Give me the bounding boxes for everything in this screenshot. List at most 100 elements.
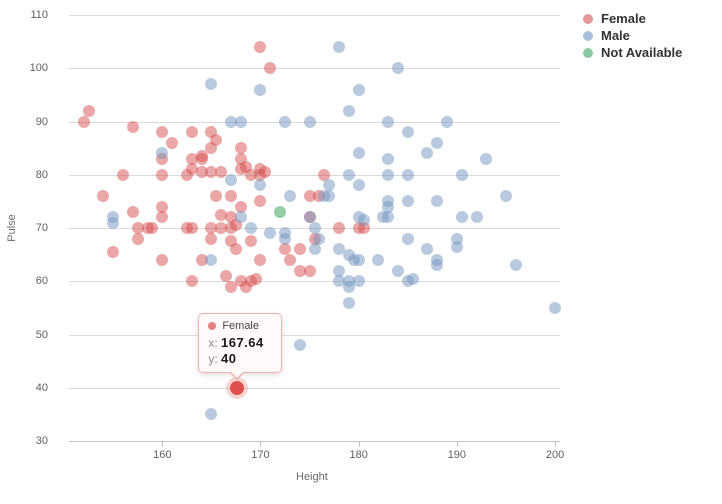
data-point[interactable] bbox=[185, 152, 198, 165]
data-point[interactable] bbox=[391, 62, 404, 75]
data-point[interactable] bbox=[97, 190, 110, 203]
data-point[interactable] bbox=[401, 232, 414, 245]
data-point[interactable] bbox=[215, 208, 228, 221]
data-point[interactable] bbox=[342, 296, 355, 309]
data-point[interactable] bbox=[382, 200, 395, 213]
data-point[interactable] bbox=[431, 259, 444, 272]
data-point[interactable] bbox=[480, 152, 493, 165]
data-point[interactable] bbox=[234, 115, 247, 128]
legend-item-female[interactable]: Female bbox=[583, 12, 682, 26]
data-point[interactable] bbox=[156, 168, 169, 181]
data-point[interactable] bbox=[107, 216, 120, 229]
data-point[interactable] bbox=[333, 40, 346, 53]
data-point[interactable] bbox=[318, 168, 331, 181]
data-point[interactable] bbox=[156, 211, 169, 224]
data-point[interactable] bbox=[352, 179, 365, 192]
data-point[interactable] bbox=[406, 272, 419, 285]
data-point[interactable] bbox=[264, 227, 277, 240]
data-point[interactable] bbox=[421, 147, 434, 160]
data-point[interactable] bbox=[303, 264, 316, 277]
data-point[interactable] bbox=[377, 211, 390, 224]
data-point[interactable] bbox=[303, 115, 316, 128]
data-point[interactable] bbox=[156, 147, 169, 160]
data-point[interactable] bbox=[279, 232, 292, 245]
data-point[interactable] bbox=[215, 166, 228, 179]
data-point[interactable] bbox=[283, 253, 296, 266]
data-point[interactable] bbox=[244, 222, 257, 234]
data-point[interactable] bbox=[352, 83, 365, 96]
data-point[interactable] bbox=[455, 211, 468, 224]
legend-item-not-available[interactable]: Not Available bbox=[583, 46, 682, 60]
data-point[interactable] bbox=[156, 200, 169, 213]
data-point[interactable] bbox=[220, 269, 233, 282]
data-point[interactable] bbox=[372, 253, 385, 266]
data-point[interactable] bbox=[244, 168, 257, 181]
data-point[interactable] bbox=[234, 200, 247, 213]
data-point[interactable] bbox=[215, 222, 228, 234]
data-point[interactable] bbox=[244, 235, 257, 248]
data-point[interactable] bbox=[342, 104, 355, 117]
data-point[interactable] bbox=[107, 245, 120, 258]
data-point[interactable] bbox=[308, 243, 321, 256]
data-point[interactable] bbox=[274, 206, 287, 219]
data-point[interactable] bbox=[205, 232, 218, 245]
data-point[interactable] bbox=[401, 126, 414, 139]
data-point[interactable] bbox=[225, 280, 238, 293]
data-point[interactable] bbox=[249, 272, 262, 285]
data-point[interactable] bbox=[323, 179, 336, 192]
data-point[interactable] bbox=[195, 166, 208, 179]
data-point[interactable] bbox=[283, 190, 296, 203]
data-point[interactable] bbox=[225, 190, 238, 203]
data-point[interactable] bbox=[156, 126, 169, 139]
data-point[interactable] bbox=[455, 168, 468, 181]
data-point[interactable] bbox=[431, 136, 444, 149]
data-point[interactable] bbox=[117, 168, 129, 181]
data-point[interactable] bbox=[391, 264, 404, 277]
data-point[interactable] bbox=[254, 40, 267, 53]
data-point[interactable] bbox=[146, 222, 159, 234]
highlighted-point[interactable] bbox=[230, 380, 245, 395]
data-point[interactable] bbox=[254, 179, 267, 192]
data-point[interactable] bbox=[293, 243, 306, 256]
data-point[interactable] bbox=[205, 408, 218, 421]
data-point[interactable] bbox=[229, 243, 242, 256]
data-point[interactable] bbox=[401, 168, 414, 181]
legend-item-male[interactable]: Male bbox=[583, 29, 682, 43]
data-point[interactable] bbox=[156, 253, 169, 266]
data-point[interactable] bbox=[303, 190, 316, 203]
data-point[interactable] bbox=[499, 190, 512, 203]
data-point[interactable] bbox=[195, 152, 208, 165]
data-point[interactable] bbox=[239, 280, 252, 293]
data-point[interactable] bbox=[308, 222, 321, 234]
data-point[interactable] bbox=[293, 264, 306, 277]
data-point[interactable] bbox=[352, 275, 365, 288]
data-point[interactable] bbox=[185, 275, 198, 288]
data-point[interactable] bbox=[234, 163, 247, 176]
data-point[interactable] bbox=[234, 211, 247, 224]
data-point[interactable] bbox=[333, 275, 346, 288]
data-point[interactable] bbox=[205, 142, 218, 155]
data-point[interactable] bbox=[254, 168, 267, 181]
data-point[interactable] bbox=[333, 222, 346, 234]
data-point[interactable] bbox=[126, 206, 139, 219]
data-point[interactable] bbox=[333, 243, 346, 256]
data-point[interactable] bbox=[205, 222, 218, 234]
data-point[interactable] bbox=[279, 243, 292, 256]
data-point[interactable] bbox=[382, 152, 395, 165]
data-point[interactable] bbox=[234, 142, 247, 155]
data-point[interactable] bbox=[126, 120, 139, 133]
data-point[interactable] bbox=[195, 253, 208, 266]
data-point[interactable] bbox=[166, 136, 179, 149]
data-point[interactable] bbox=[82, 104, 95, 117]
data-point[interactable] bbox=[180, 168, 193, 181]
data-point[interactable] bbox=[205, 166, 218, 179]
data-point[interactable] bbox=[352, 253, 365, 266]
data-point[interactable] bbox=[382, 168, 395, 181]
data-point[interactable] bbox=[431, 195, 444, 208]
data-point[interactable] bbox=[313, 232, 326, 245]
data-point[interactable] bbox=[225, 174, 238, 187]
data-point[interactable] bbox=[303, 211, 316, 224]
data-point[interactable] bbox=[342, 280, 355, 293]
data-point[interactable] bbox=[441, 115, 454, 128]
data-point[interactable] bbox=[352, 147, 365, 160]
